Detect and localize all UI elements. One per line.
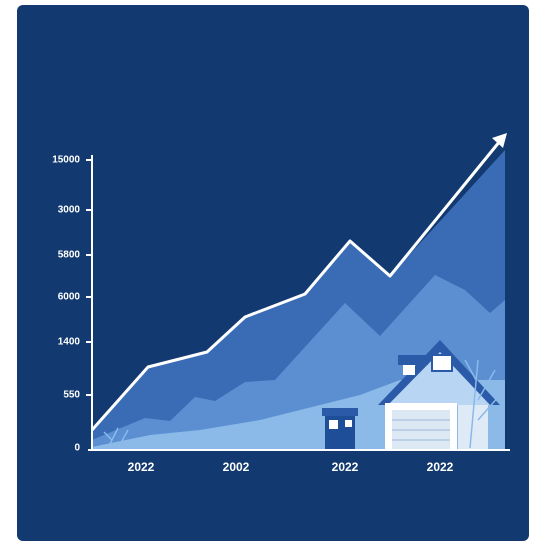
y-ticks: [86, 159, 92, 396]
y-tick-label: 0: [74, 443, 80, 454]
x-tick-label: 2002: [223, 460, 250, 474]
x-tick-label: 2022: [128, 460, 155, 474]
y-tick-label: 5800: [58, 250, 81, 261]
y-tick-label: 6000: [58, 292, 81, 303]
trend-line: [90, 140, 502, 431]
y-tick-label: 15000: [52, 155, 80, 166]
shed: [322, 408, 358, 450]
y-tick-label: 550: [63, 390, 80, 401]
plants: [103, 359, 501, 449]
arrow-head: [492, 133, 507, 148]
house: [378, 340, 500, 450]
x-tick-label: 2022: [427, 460, 454, 474]
y-tick-label: 3000: [58, 205, 81, 216]
x-tick-label: 2022: [332, 460, 359, 474]
y-tick-label: 1400: [58, 337, 81, 348]
